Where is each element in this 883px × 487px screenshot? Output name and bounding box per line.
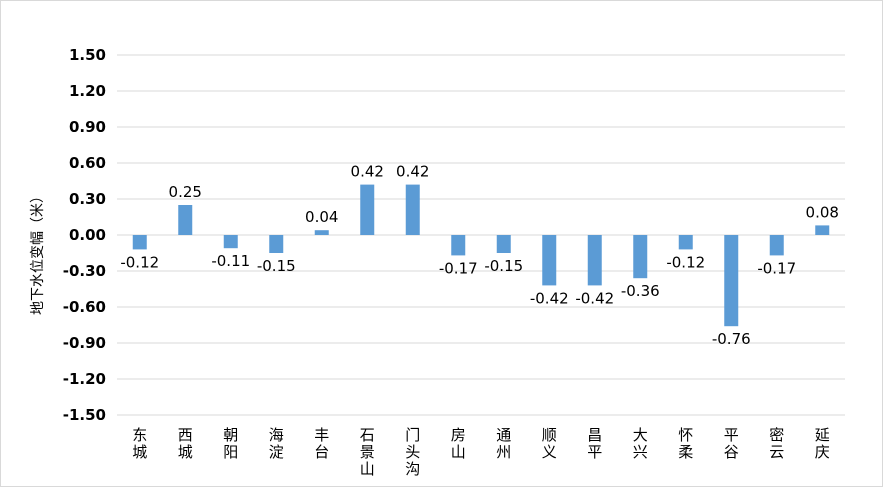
data-label: -0.42 bbox=[530, 289, 569, 307]
category-label-char: 头 bbox=[405, 443, 420, 461]
category-label-char: 柔 bbox=[678, 443, 693, 461]
category-label: 石景山 bbox=[360, 426, 375, 478]
value-labels: -0.12 0.25 -0.11 -0.15 0.04 0.42 0.42 -0.17 -0.1… bbox=[120, 163, 839, 349]
category-label-char: 谷 bbox=[724, 443, 739, 461]
data-label: -0.11 bbox=[211, 252, 250, 270]
category-label-char: 平 bbox=[587, 443, 602, 461]
category-label-char: 东 bbox=[132, 426, 147, 444]
data-label: -0.12 bbox=[120, 253, 159, 271]
bar bbox=[815, 225, 830, 235]
category-label-char: 门 bbox=[405, 426, 420, 444]
category-label-char: 沟 bbox=[405, 460, 420, 478]
data-label: 0.42 bbox=[351, 163, 384, 181]
category-label: 丰台 bbox=[314, 426, 329, 461]
category-label-char: 云 bbox=[769, 443, 784, 461]
y-tick-label: -0.30 bbox=[63, 262, 106, 280]
category-label: 密云 bbox=[769, 426, 784, 461]
data-label: -0.15 bbox=[257, 257, 296, 275]
y-tick-label: 0.30 bbox=[69, 190, 106, 208]
category-label-char: 朝 bbox=[223, 426, 238, 444]
category-label-char: 通 bbox=[496, 426, 511, 444]
data-label: -0.36 bbox=[621, 282, 660, 300]
data-label: 0.42 bbox=[396, 163, 429, 181]
bar bbox=[724, 235, 739, 327]
data-label: -0.42 bbox=[575, 289, 614, 307]
category-label-char: 山 bbox=[451, 443, 466, 461]
data-label: -0.15 bbox=[484, 257, 523, 275]
bar bbox=[678, 235, 693, 250]
bar bbox=[223, 235, 238, 249]
y-axis-ticks: 1.50 1.20 0.90 0.60 0.30 0.00 -0.30 -0.60 -0.90 -… bbox=[63, 46, 106, 424]
category-label-char: 房 bbox=[451, 426, 466, 444]
y-axis-title: 地下水位变幅（米） bbox=[30, 189, 46, 315]
bar bbox=[360, 184, 375, 235]
bar bbox=[542, 235, 557, 286]
category-label: 顺义 bbox=[542, 426, 557, 461]
bar bbox=[269, 235, 284, 253]
category-label-char: 海 bbox=[269, 426, 284, 444]
category-label-char: 阳 bbox=[223, 443, 238, 461]
y-tick-label: 1.50 bbox=[69, 46, 106, 64]
category-label-char: 西 bbox=[178, 426, 193, 444]
y-tick-label: -0.90 bbox=[63, 334, 106, 352]
data-label: 0.08 bbox=[806, 203, 839, 221]
bar bbox=[405, 184, 420, 235]
category-label: 海淀 bbox=[269, 426, 284, 461]
category-label-char: 延 bbox=[815, 426, 830, 444]
category-label: 怀柔 bbox=[678, 426, 693, 461]
category-label: 房山 bbox=[451, 426, 466, 461]
category-label-char: 景 bbox=[360, 443, 375, 461]
category-label-char: 昌 bbox=[587, 426, 602, 444]
y-tick-label: 0.90 bbox=[69, 118, 106, 136]
category-label-char: 台 bbox=[314, 443, 329, 461]
data-label: -0.17 bbox=[439, 259, 478, 277]
category-label: 西城 bbox=[178, 426, 193, 461]
data-label: 0.04 bbox=[305, 208, 338, 226]
category-label-char: 石 bbox=[360, 426, 375, 444]
y-tick-label: 0.60 bbox=[69, 154, 106, 172]
category-label-char: 淀 bbox=[269, 443, 284, 461]
category-label-char: 顺 bbox=[542, 426, 557, 444]
category-label-char: 平 bbox=[724, 426, 739, 444]
category-label: 朝阳 bbox=[223, 426, 238, 461]
bar bbox=[633, 235, 648, 279]
category-label-char: 城 bbox=[132, 443, 147, 461]
bars bbox=[132, 184, 830, 327]
y-tick-label: -0.60 bbox=[63, 298, 106, 316]
category-label-char: 丰 bbox=[314, 426, 329, 444]
category-label: 东城 bbox=[132, 426, 147, 461]
data-label: -0.17 bbox=[757, 259, 796, 277]
data-label: 0.25 bbox=[169, 183, 202, 201]
y-tick-label: -1.20 bbox=[63, 370, 106, 388]
category-label-char: 山 bbox=[360, 460, 375, 478]
category-label: 通州 bbox=[496, 426, 511, 461]
category-label: 大兴 bbox=[633, 426, 648, 461]
bar bbox=[178, 205, 193, 235]
category-label: 延庆 bbox=[815, 426, 830, 461]
category-label-char: 义 bbox=[542, 443, 557, 461]
y-tick-label: 1.20 bbox=[69, 82, 106, 100]
category-label-char: 密 bbox=[769, 426, 784, 444]
category-label-char: 庆 bbox=[815, 443, 830, 461]
category-label: 昌平 bbox=[587, 426, 602, 461]
category-label: 门头沟 bbox=[405, 426, 420, 478]
data-label: -0.12 bbox=[666, 253, 705, 271]
bar bbox=[314, 230, 329, 235]
bar bbox=[587, 235, 602, 286]
bar bbox=[451, 235, 466, 256]
category-label-char: 怀 bbox=[678, 426, 693, 444]
category-label: 平谷 bbox=[724, 426, 739, 461]
bar bbox=[132, 235, 147, 250]
category-label-char: 州 bbox=[496, 443, 511, 461]
y-tick-label: -1.50 bbox=[63, 406, 106, 424]
category-label-char: 大 bbox=[633, 426, 648, 444]
data-label: -0.76 bbox=[712, 330, 751, 348]
bar bbox=[769, 235, 784, 256]
bar bbox=[496, 235, 511, 253]
y-tick-label: 0.00 bbox=[69, 226, 106, 244]
category-label-char: 兴 bbox=[633, 443, 648, 461]
category-label-char: 城 bbox=[178, 443, 193, 461]
